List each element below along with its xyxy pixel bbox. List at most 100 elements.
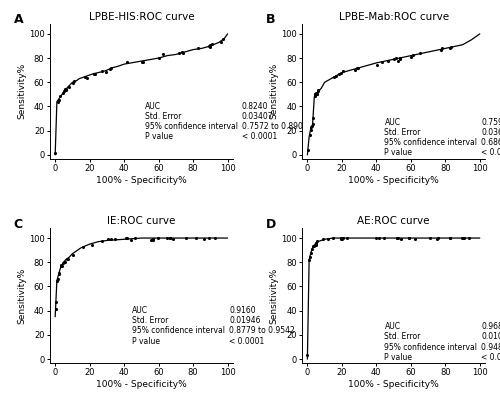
Text: Std. Error: Std. Error — [384, 128, 421, 137]
Point — [206, 42, 214, 48]
Text: B: B — [266, 13, 275, 27]
Text: 0.9160: 0.9160 — [229, 306, 256, 315]
Point — [433, 236, 441, 242]
Point — [123, 58, 131, 65]
Point — [169, 235, 177, 242]
Point — [460, 235, 468, 241]
Point — [336, 235, 344, 242]
Text: 0.9689: 0.9689 — [482, 322, 500, 331]
Point — [339, 235, 347, 241]
Point — [304, 146, 312, 153]
Point — [88, 242, 96, 249]
Text: P value: P value — [384, 353, 412, 361]
Point — [60, 88, 68, 95]
Point — [98, 238, 106, 245]
Point — [55, 270, 63, 276]
Text: 0.6867 to 0.8314: 0.6867 to 0.8314 — [482, 138, 500, 147]
Point — [218, 38, 226, 45]
Point — [123, 235, 131, 241]
Point — [396, 55, 404, 61]
Point — [182, 235, 190, 241]
Point — [163, 235, 171, 241]
Point — [354, 64, 362, 71]
Point — [178, 48, 186, 55]
Y-axis label: Sensitivity%: Sensitivity% — [269, 268, 278, 324]
Point — [312, 90, 320, 97]
Point — [61, 259, 69, 266]
Point — [313, 91, 321, 98]
Point — [106, 66, 114, 73]
Y-axis label: Sensitivity%: Sensitivity% — [17, 268, 26, 324]
Point — [62, 86, 70, 92]
Point — [55, 97, 63, 103]
Point — [159, 51, 167, 58]
Point — [446, 45, 454, 51]
Point — [194, 45, 202, 51]
Point — [59, 260, 67, 266]
Point — [51, 150, 59, 157]
Point — [102, 69, 110, 75]
Point — [329, 235, 337, 241]
Point — [62, 87, 70, 93]
Point — [206, 235, 214, 241]
Point — [54, 276, 62, 282]
Point — [200, 236, 208, 242]
Point — [338, 235, 345, 241]
Point — [448, 44, 456, 50]
Point — [122, 235, 130, 241]
Point — [314, 88, 322, 95]
Text: AUC: AUC — [145, 102, 161, 111]
Point — [65, 84, 73, 90]
Point — [306, 132, 314, 138]
Text: 0.01946: 0.01946 — [229, 316, 260, 325]
Point — [60, 259, 68, 265]
Point — [342, 235, 350, 241]
Point — [324, 236, 332, 242]
Point — [53, 278, 61, 285]
Point — [350, 66, 358, 73]
Point — [176, 50, 184, 56]
Point — [405, 235, 413, 241]
Point — [70, 78, 78, 84]
Point — [307, 124, 315, 131]
Point — [330, 74, 338, 81]
Text: 0.03407: 0.03407 — [242, 112, 274, 121]
Point — [98, 68, 106, 75]
Point — [310, 243, 318, 249]
Point — [111, 236, 119, 242]
Point — [312, 241, 320, 248]
Point — [166, 235, 174, 241]
Point — [434, 235, 442, 241]
Point — [178, 49, 186, 56]
Point — [306, 127, 314, 133]
Point — [59, 90, 67, 97]
Point — [458, 235, 466, 241]
Point — [149, 237, 157, 243]
Text: < 0.0001: < 0.0001 — [242, 132, 277, 141]
Point — [107, 64, 115, 71]
Point — [139, 58, 147, 65]
Text: AUC: AUC — [384, 118, 400, 127]
X-axis label: 100% - Specificity%: 100% - Specificity% — [348, 176, 439, 185]
Point — [380, 235, 388, 241]
Point — [332, 73, 340, 79]
Point — [336, 70, 344, 76]
Point — [394, 58, 402, 64]
Title: LPBE-HIS:ROC curve: LPBE-HIS:ROC curve — [88, 12, 194, 22]
Point — [92, 71, 100, 77]
Point — [411, 235, 419, 242]
Point — [416, 50, 424, 56]
Point — [68, 251, 76, 258]
Text: C: C — [14, 218, 22, 231]
Point — [56, 93, 64, 100]
Point — [306, 257, 314, 263]
Point — [79, 244, 87, 250]
Text: < 0.0001: < 0.0001 — [229, 337, 264, 345]
X-axis label: 100% - Specificity%: 100% - Specificity% — [96, 176, 187, 185]
Point — [396, 56, 404, 62]
X-axis label: 100% - Specificity%: 100% - Specificity% — [348, 380, 439, 389]
Point — [314, 87, 322, 93]
Text: Std. Error: Std. Error — [132, 316, 168, 325]
Text: < 0.0001: < 0.0001 — [482, 148, 500, 158]
Point — [438, 45, 446, 51]
